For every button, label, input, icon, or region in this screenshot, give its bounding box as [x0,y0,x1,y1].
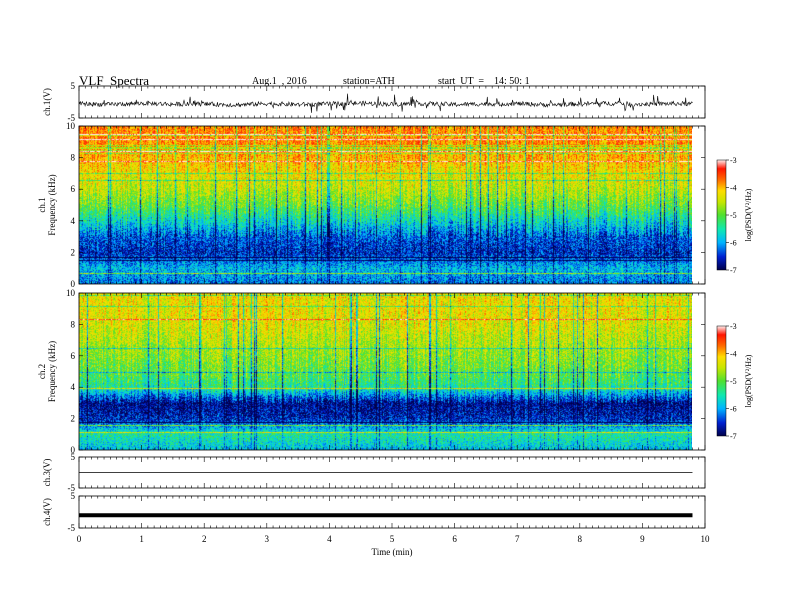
x-tick-label: 4 [327,534,332,544]
ch2-spectrogram-ylabel: Frequency (kHz) [47,341,57,402]
ch1-spectrogram-ylabel: ch.1 [37,197,47,212]
y-tick-label: 10 [66,288,76,298]
y-tick-label: 10 [66,121,76,131]
y-tick-label: 0 [71,279,76,289]
y-tick-label: 5 [71,452,76,462]
ch2-colorbar [716,325,727,437]
colorbar-tick-label: -3 [730,156,737,165]
x-tick-label: 6 [452,534,457,544]
x-tick-label: 0 [77,534,82,544]
colorbar-tick-label: -4 [730,350,737,359]
x-tick-label: 10 [701,534,711,544]
y-tick-label: 6 [71,351,76,361]
colorbar-tick-label: -7 [730,432,737,441]
ch1-waveform-trace [78,93,693,113]
y-tick-label: 0 [71,445,76,455]
y-tick-label: 5 [71,491,76,501]
ch3-waveform-ylabel: ch.3(V) [42,459,52,487]
colorbar-tick-label: -7 [730,266,737,275]
colorbar-tick-label: -3 [730,322,737,331]
y-tick-label: -5 [68,483,76,493]
x-tick-label: 1 [139,534,144,544]
x-tick-label: 3 [265,534,270,544]
colorbar-tick-label: -6 [730,405,737,414]
y-tick-label: -5 [68,113,76,123]
ch1-spectrogram-ylabel: Frequency (kHz) [47,174,57,235]
ch1-spectrogram-image [79,126,692,284]
ch2-colorbar-label: log(PSD(V²/Hz) [744,354,753,407]
y-tick-label: -5 [68,523,76,533]
y-tick-label: 2 [71,247,76,257]
station-label: station=ATH [343,76,395,87]
colorbar-tick-label: -5 [730,377,737,386]
start-time-label: start UT = 14: 50: 1 [438,76,530,87]
ch2-spectrogram-image [79,293,692,450]
x-tick-label: 2 [202,534,207,544]
x-tick-label: 8 [578,534,583,544]
y-tick-label: 4 [71,216,76,226]
date-label: Aug.1 , 2016 [252,76,307,87]
ch2-spectrogram-ylabel: ch.2 [37,364,47,379]
figure-title: VLF Spectra [79,73,150,88]
y-tick-label: 2 [71,414,76,424]
x-tick-label: 7 [515,534,520,544]
ch4-waveform-ylabel: ch.4(V) [42,498,52,526]
y-tick-label: 6 [71,184,76,194]
colorbar-tick-label: -6 [730,239,737,248]
ch1-colorbar-label: log(PSD(V²/Hz) [744,188,753,241]
y-tick-label: 8 [71,319,76,329]
y-tick-label: 8 [71,153,76,163]
colorbar-tick-label: -5 [730,211,737,220]
y-tick-label: 4 [71,382,76,392]
x-axis-label: Time (min) [372,547,413,557]
y-tick-label: 5 [71,81,76,91]
ch1-colorbar [716,159,727,271]
x-tick-label: 9 [640,534,645,544]
colorbar-tick-label: -4 [730,184,737,193]
x-tick-label: 5 [390,534,395,544]
ch1-waveform-ylabel: ch.1(V) [42,88,52,116]
